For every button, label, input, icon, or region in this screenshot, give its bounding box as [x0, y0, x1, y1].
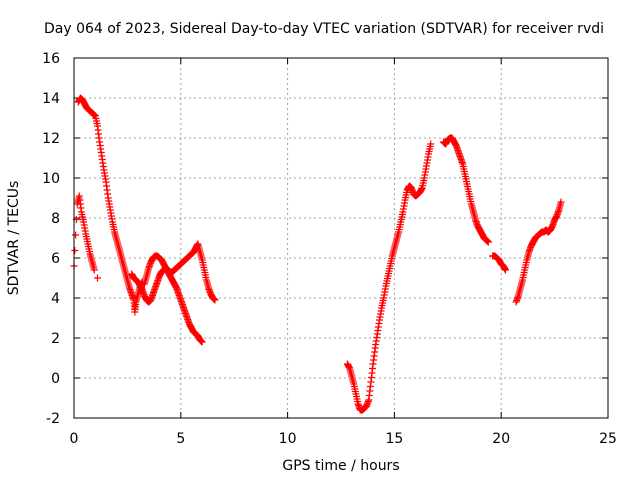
y-tick-label: 2 [51, 331, 60, 347]
data-series [74, 94, 146, 316]
x-tick-label: 20 [492, 431, 510, 447]
y-tick-label: 4 [51, 291, 60, 307]
y-tick-label: 6 [51, 251, 60, 267]
chart-title: Day 064 of 2023, Sidereal Day-to-day VTE… [44, 21, 604, 37]
data-point [211, 296, 219, 304]
y-tick-label: 12 [42, 131, 60, 147]
y-tick-label: -2 [46, 411, 60, 427]
data-series [343, 140, 435, 414]
y-tick-label: 16 [42, 51, 60, 67]
data-point [90, 266, 98, 274]
x-tick-label: 0 [70, 431, 79, 447]
x-tick-label: 10 [279, 431, 297, 447]
y-axis-label: SDTVAR / TECUs [6, 181, 22, 296]
x-tick-label: 15 [385, 431, 403, 447]
data-point [72, 231, 80, 239]
data-points [70, 94, 565, 414]
data-point [501, 266, 509, 274]
y-tick-label: 14 [42, 91, 60, 107]
data-point [198, 338, 206, 346]
data-series [128, 240, 219, 306]
data-point [484, 238, 492, 246]
y-tick-label: 0 [51, 371, 60, 387]
data-point [557, 198, 565, 206]
data-series [140, 252, 206, 346]
data-point [71, 247, 79, 254]
x-axis-label: GPS time / hours [282, 458, 399, 474]
y-tick-label: 8 [51, 211, 60, 227]
x-tick-label: 5 [176, 431, 185, 447]
plot-frame [73, 57, 609, 419]
grid-lines [74, 58, 608, 418]
data-point [427, 140, 435, 148]
tick-labels: 0 5 10 15 20 25 -2 0 2 4 6 8 10 12 14 16 [42, 51, 617, 447]
data-point [93, 274, 101, 282]
data-series [512, 198, 565, 306]
data-series [440, 134, 509, 274]
y-tick-label: 10 [42, 171, 60, 187]
x-tick-label: 25 [599, 431, 617, 447]
